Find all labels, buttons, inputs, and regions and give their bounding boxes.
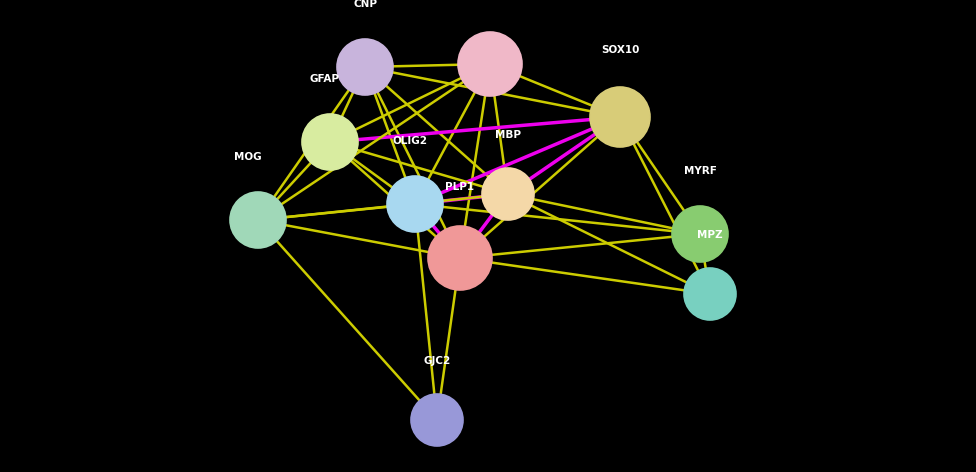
Circle shape bbox=[672, 206, 728, 262]
Text: PLP1: PLP1 bbox=[445, 182, 474, 192]
Circle shape bbox=[411, 394, 463, 446]
Circle shape bbox=[387, 176, 443, 232]
Text: MYRF: MYRF bbox=[683, 166, 716, 176]
Circle shape bbox=[337, 39, 393, 95]
Text: CNP: CNP bbox=[353, 0, 377, 9]
Text: MBP: MBP bbox=[495, 130, 521, 140]
Circle shape bbox=[428, 226, 492, 290]
Circle shape bbox=[458, 32, 522, 96]
Text: MPZ: MPZ bbox=[697, 230, 723, 240]
Circle shape bbox=[590, 87, 650, 147]
Circle shape bbox=[230, 192, 286, 248]
Text: GFAP: GFAP bbox=[310, 74, 340, 84]
Text: SOX10: SOX10 bbox=[601, 45, 639, 55]
Text: MOG: MOG bbox=[234, 152, 262, 162]
Circle shape bbox=[482, 168, 534, 220]
Text: GJC2: GJC2 bbox=[424, 356, 451, 366]
Text: OLIG2: OLIG2 bbox=[392, 136, 427, 146]
Circle shape bbox=[684, 268, 736, 320]
Circle shape bbox=[302, 114, 358, 170]
